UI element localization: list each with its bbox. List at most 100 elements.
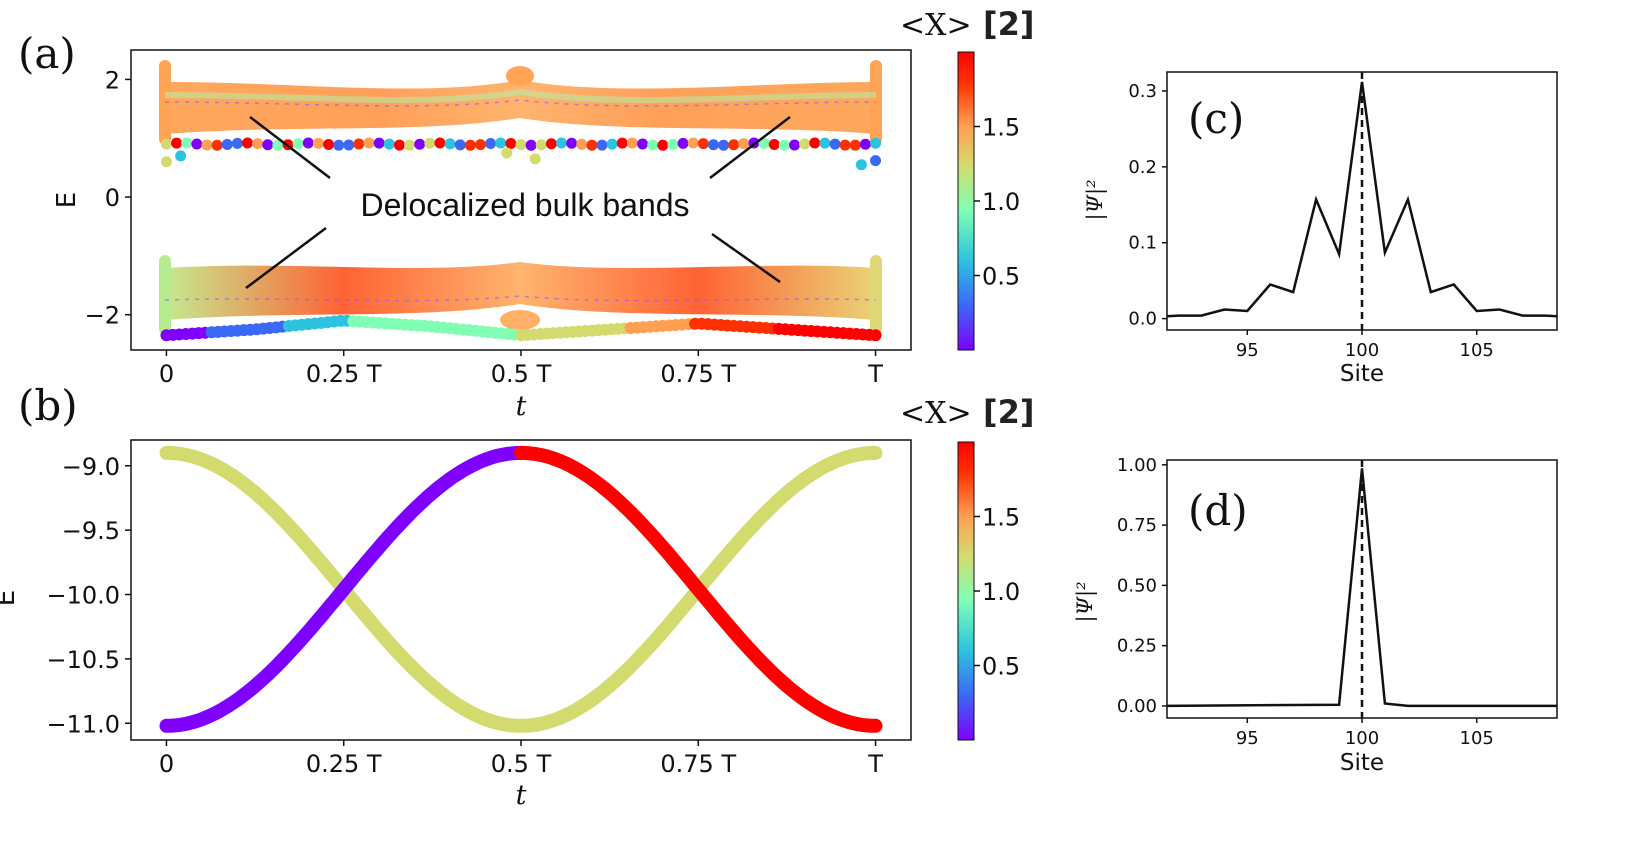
gap-state-point bbox=[262, 139, 274, 151]
panel-d: 95 100 105 0.00 0.25 0.50 0.75 1.00 (d) |Ψ|² Si… bbox=[1073, 455, 1558, 776]
gap-state-point bbox=[697, 138, 709, 150]
gap-state-point bbox=[434, 137, 446, 149]
gap-state-point bbox=[505, 137, 517, 149]
gap-state-point bbox=[241, 137, 253, 149]
gap-state-point bbox=[859, 138, 871, 150]
x-tick-label: 95 bbox=[1236, 728, 1259, 749]
y-tick-label: 0.1 bbox=[1128, 233, 1157, 254]
x-tick-label: 0.5 T bbox=[491, 750, 552, 778]
y-tick-label: 2 bbox=[105, 66, 120, 94]
panel-label-d: (d) bbox=[1188, 486, 1248, 535]
x-tick-label: 0 bbox=[159, 750, 174, 778]
gap-state-point bbox=[363, 137, 375, 149]
gap-state-point bbox=[768, 138, 780, 150]
y-tick-label: −9.0 bbox=[62, 453, 120, 481]
x-tick-label: 105 bbox=[1460, 728, 1494, 749]
x-tick-label: 0 bbox=[159, 360, 174, 388]
gap-state-point bbox=[576, 138, 588, 150]
gap-state-point bbox=[515, 139, 527, 151]
ylabel-d: |Ψ|² bbox=[1073, 582, 1098, 623]
ylabel-a: E bbox=[52, 192, 82, 208]
state-1-curve bbox=[159, 445, 883, 733]
gap-state-point bbox=[667, 138, 679, 150]
x-tick-label: 100 bbox=[1345, 340, 1379, 361]
gap-state-point bbox=[637, 138, 649, 150]
gap-state-point bbox=[495, 137, 507, 149]
x-tick-label: 105 bbox=[1460, 340, 1494, 361]
bulk-band-annotation: Delocalized bulk bands bbox=[245, 116, 791, 289]
gap-state-point bbox=[191, 138, 203, 150]
upper-gap-state bbox=[160, 137, 882, 171]
gap-state-point bbox=[454, 139, 466, 151]
xlabel-a: t bbox=[516, 391, 527, 422]
ylabel-c: |Ψ|² bbox=[1083, 180, 1108, 221]
colorbar-suffix-b: [2] bbox=[983, 393, 1035, 431]
gap-state-point bbox=[789, 139, 801, 151]
y-tick-label: 0.00 bbox=[1117, 696, 1157, 717]
state-2-curve bbox=[159, 445, 528, 733]
gap-state-point bbox=[160, 138, 172, 150]
y-tick-label: −10.5 bbox=[46, 646, 120, 674]
gap-state-point bbox=[535, 139, 547, 151]
gap-state-point bbox=[211, 139, 223, 151]
x-tick-label: 0.5 T bbox=[491, 360, 552, 388]
colorbar-tick-label: 1.0 bbox=[982, 578, 1020, 606]
gap-state-point bbox=[829, 138, 841, 150]
colorbar-title-b: <X> bbox=[900, 396, 972, 431]
colorbar-tick-label: 1.5 bbox=[982, 114, 1020, 142]
colorbar-title-a: <X> bbox=[900, 8, 972, 43]
gap-state-point bbox=[596, 139, 608, 151]
gap-state-point bbox=[414, 138, 426, 150]
upper-bulk-band bbox=[159, 60, 882, 145]
gap-state-point bbox=[606, 138, 618, 150]
gap-state-point bbox=[529, 153, 541, 165]
gap-state-point bbox=[525, 139, 537, 151]
gap-state-point bbox=[677, 137, 689, 149]
x-tick-label: 100 bbox=[1345, 728, 1379, 749]
y-tick-label: 0.3 bbox=[1128, 81, 1157, 102]
gap-state-point bbox=[323, 138, 335, 150]
xlabel-d: Site bbox=[1340, 750, 1384, 776]
y-tick-label: 0.25 bbox=[1117, 636, 1157, 657]
gap-state-point bbox=[252, 138, 264, 150]
gap-state-point bbox=[404, 139, 416, 151]
gap-state-point bbox=[201, 139, 213, 151]
gap-state-point bbox=[799, 138, 811, 150]
gap-state-point bbox=[657, 139, 669, 151]
gap-state-point bbox=[175, 150, 187, 162]
annotation-text: Delocalized bulk bands bbox=[360, 187, 689, 223]
lower-edge-state bbox=[160, 314, 882, 342]
y-tick-label: −10.0 bbox=[46, 582, 120, 610]
gap-state-point bbox=[687, 137, 699, 149]
panel-a: (a) 0 0.25 T 0.5 T 0.75 T T −2 0 2 E t bbox=[18, 5, 1035, 422]
x-tick-label: 0.75 T bbox=[660, 360, 736, 388]
x-tick-label: T bbox=[867, 360, 883, 388]
y-tick-label: 0.2 bbox=[1128, 157, 1157, 178]
panel-label-a: (a) bbox=[18, 29, 76, 78]
probability-line-c bbox=[1166, 81, 1558, 318]
gap-state-point bbox=[302, 137, 314, 149]
gap-state-point bbox=[839, 139, 851, 151]
gap-state-point bbox=[383, 138, 395, 150]
state-3-curve bbox=[514, 445, 883, 733]
gap-state-point bbox=[870, 137, 882, 149]
y-tick-label: 1.00 bbox=[1117, 455, 1157, 476]
y-tick-label: 0 bbox=[105, 184, 120, 212]
y-tick-label: −9.5 bbox=[62, 517, 120, 545]
gap-state-point bbox=[424, 137, 436, 149]
gap-state-point bbox=[373, 137, 385, 149]
gap-state-point bbox=[819, 137, 831, 149]
axes-a: 0 0.25 T 0.5 T 0.75 T T −2 0 2 bbox=[85, 66, 884, 388]
gap-state-point bbox=[292, 138, 304, 150]
gap-state-point bbox=[870, 155, 882, 167]
axes-b: 0 0.25 T 0.5 T 0.75 T T −9.0 −9.5 −10.0 −10.5 −11… bbox=[46, 453, 883, 778]
gap-state-point bbox=[160, 156, 172, 168]
panel-label-b: (b) bbox=[18, 381, 78, 430]
x-tick-label: 0.25 T bbox=[306, 360, 382, 388]
gap-state-point bbox=[616, 137, 628, 149]
panel-b: (b) 0 0.25 T 0.5 T 0.75 T T −9.0 −9.5 −10.0 −10.… bbox=[0, 381, 1035, 811]
axes-d: 95 100 105 0.00 0.25 0.50 0.75 1.00 bbox=[1117, 455, 1494, 749]
gap-state-point bbox=[738, 138, 750, 150]
gap-state-point bbox=[566, 137, 578, 149]
